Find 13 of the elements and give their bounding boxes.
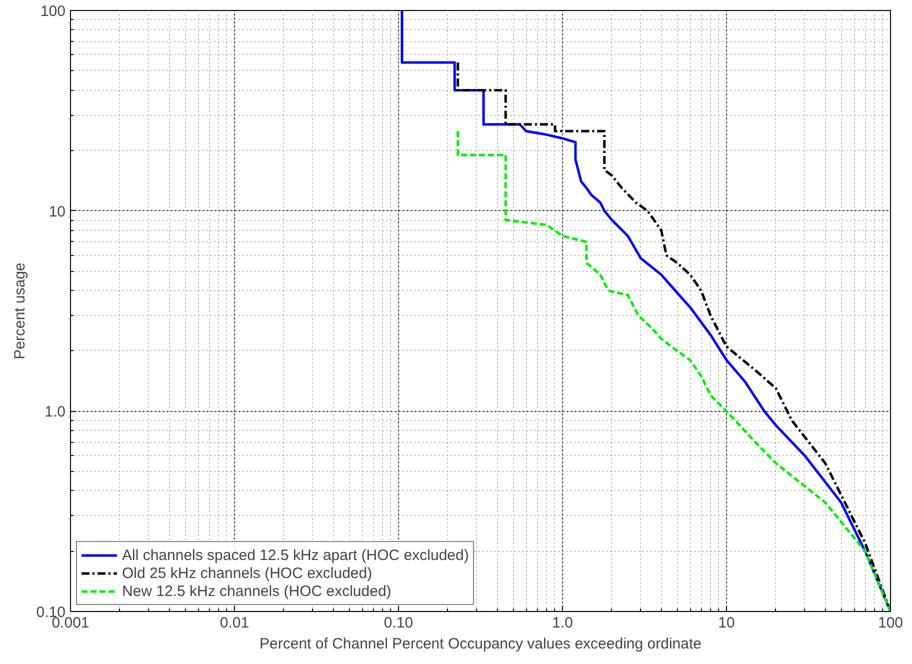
y-tick-label: 1.0 <box>44 404 66 421</box>
x-axis-title: Percent of Channel Percent Occupancy values exceeding ordinate <box>260 636 702 652</box>
x-tick-label: 0.10 <box>384 614 414 632</box>
y-tick-label: 100 <box>40 3 66 20</box>
x-tick-label: 0.01 <box>220 614 250 632</box>
y-axis-title: Percent usage <box>11 262 28 360</box>
legend-label: All channels spaced 12.5 kHz apart (HOC excluded) <box>122 546 469 564</box>
x-tick-label: 10 <box>718 614 735 632</box>
x-tick-label: 1.0 <box>552 614 573 632</box>
legend-label: New 12.5 kHz channels (HOC excluded) <box>122 582 392 600</box>
y-tick-label: 10 <box>48 203 66 220</box>
legend-label: Old 25 kHz channels (HOC excluded) <box>122 564 372 582</box>
x-tick-label: 100 <box>878 614 904 632</box>
